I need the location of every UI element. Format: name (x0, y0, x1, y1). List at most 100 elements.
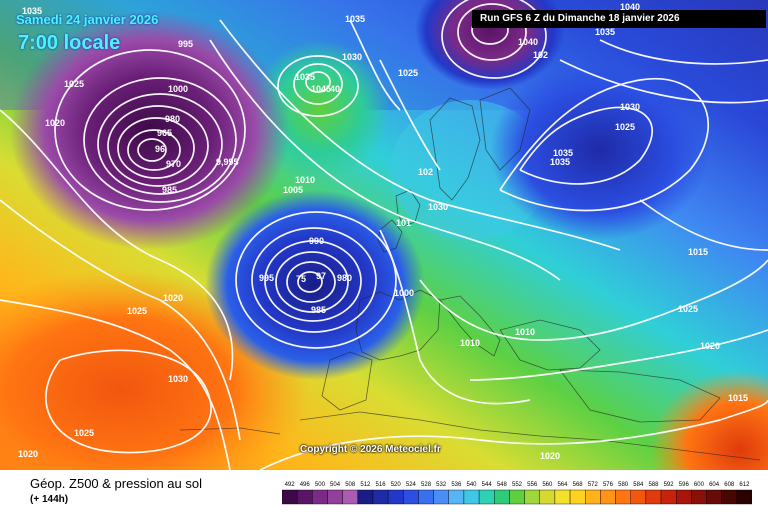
scale-tick-label: 544 (482, 482, 493, 488)
isobar-label: 1025 (398, 68, 418, 78)
isobar-label: 1025 (127, 306, 147, 316)
isobar-label: 1035 (22, 6, 42, 16)
isobar-label: 1030 (168, 374, 188, 384)
isobar-label: 1045 (311, 84, 331, 94)
copyright-notice: Copyright © 2026 Meteociel.fr (300, 444, 441, 455)
scale-swatch (615, 489, 631, 505)
scale-tick-label: 536 (451, 482, 462, 488)
scale-swatch (509, 489, 525, 505)
scale-swatch (448, 489, 465, 505)
scale-swatch (721, 489, 738, 505)
scale-tick-label: 604 (709, 482, 720, 488)
isobar-label: 985 (162, 185, 177, 195)
scale-tick-label: 508 (345, 482, 356, 488)
isobar-label: 1010 (515, 327, 535, 337)
scale-swatch (645, 489, 662, 505)
isobar-label: 1025 (74, 428, 94, 438)
scale-tick-label: 516 (376, 482, 387, 488)
legend-title: Géop. Z500 & pression au sol (30, 476, 202, 491)
scale-tick-label: 552 (512, 482, 523, 488)
color-scale: 492 496 500 504 508 512 516 520 524 528 532 536 540 5… (282, 482, 752, 505)
scale-tick-label: 564 (557, 482, 568, 488)
isobar-label: 1020 (540, 451, 560, 461)
scale-swatch (478, 489, 495, 505)
isobar-label: 1030 (342, 52, 362, 62)
scale-tick-label: 612 (739, 482, 750, 488)
scale-tick-label: 560 (542, 482, 553, 488)
scale-tick-label: 500 (315, 482, 326, 488)
scale-tick-label: 548 (497, 482, 508, 488)
isobar-label: 1035 (295, 72, 315, 82)
scale-swatch (585, 489, 601, 505)
low-atlantic (205, 190, 425, 380)
isobar-label: 1000 (168, 84, 188, 94)
isobar-label: 970 (166, 159, 181, 169)
scale-swatch (494, 489, 510, 505)
scale-tick-label: 556 (527, 482, 538, 488)
scale-tick-label: 576 (603, 482, 614, 488)
forecast-time: 7:00 locale (18, 32, 121, 54)
isobar-label: 1010 (295, 175, 315, 185)
scale-swatch (357, 489, 374, 505)
scale-tick-label: 520 (391, 482, 402, 488)
scale-swatch (463, 489, 480, 505)
isobar-label: 97 (316, 271, 326, 281)
isobar-label: 980 (165, 114, 180, 124)
scale-swatch (312, 489, 328, 505)
isobar-label: 990 (309, 236, 324, 246)
isobar-label: 1020 (18, 449, 38, 459)
scale-swatch (569, 489, 586, 505)
scale-swatch (327, 489, 343, 505)
isobar-label: 995 (178, 39, 193, 49)
scale-swatch (296, 489, 313, 505)
scale-swatch (554, 489, 571, 505)
isobar-label: 1035 (595, 27, 615, 37)
legend-subtitle: (+ 144h) (30, 494, 69, 505)
scale-swatch (433, 489, 449, 505)
legend-footer: Géop. Z500 & pression au sol (+ 144h) 49… (0, 470, 768, 512)
scale-swatch (418, 489, 434, 505)
scale-swatch (600, 489, 616, 505)
isobar-label: 1000 (394, 288, 414, 298)
scale-swatch (403, 489, 419, 505)
scale-swatch (706, 489, 722, 505)
isobar-label: 102 (418, 167, 433, 177)
scale-tick-label: 568 (573, 482, 584, 488)
isobar-label: 1040 (518, 37, 538, 47)
isobars (293, 0, 768, 105)
isobar-label: 96 (155, 144, 165, 154)
scale-swatch (539, 489, 556, 505)
model-run-label: Run GFS 6 Z du Dimanche 18 janvier 2026 (472, 10, 766, 28)
scale-swatch (342, 489, 359, 505)
scale-swatch (660, 489, 677, 505)
isobar-label: 1030 (620, 102, 640, 112)
isobar-label: 1005 (283, 185, 303, 195)
scale-swatch (630, 489, 647, 505)
scale-swatch (387, 489, 404, 505)
isobar-label: 1020 (163, 293, 183, 303)
red-high-southeast (650, 370, 768, 470)
scale-tick-label: 496 (300, 482, 311, 488)
isobar-label: 1015 (688, 247, 708, 257)
trough-east (490, 60, 710, 240)
scale-tick-label: 532 (436, 482, 447, 488)
isobar-label: 1035 (550, 157, 570, 167)
isobar-label: 40 (330, 84, 340, 94)
isobar-label: 1035 (345, 14, 365, 24)
forecast-date: Samedi 24 janvier 2026 (16, 12, 159, 27)
isobar-label: 101 (396, 218, 411, 228)
isobar-label: 1040 (620, 2, 640, 12)
isobar-label: 1030 (428, 202, 448, 212)
scale-tick-label: 584 (633, 482, 644, 488)
scale-tick-label: 592 (664, 482, 675, 488)
isobar-label: 995 (259, 273, 274, 283)
scale-tick-label: 512 (360, 482, 371, 488)
scale-tick-label: 596 (679, 482, 690, 488)
scale-swatch (675, 489, 692, 505)
isobar-label: 9,995 (216, 157, 239, 167)
isobar-label: 102 (533, 50, 548, 60)
scale-tick-label: 580 (618, 482, 629, 488)
scale-tick-label: 504 (330, 482, 341, 488)
isobar-label: 985 (311, 305, 326, 315)
